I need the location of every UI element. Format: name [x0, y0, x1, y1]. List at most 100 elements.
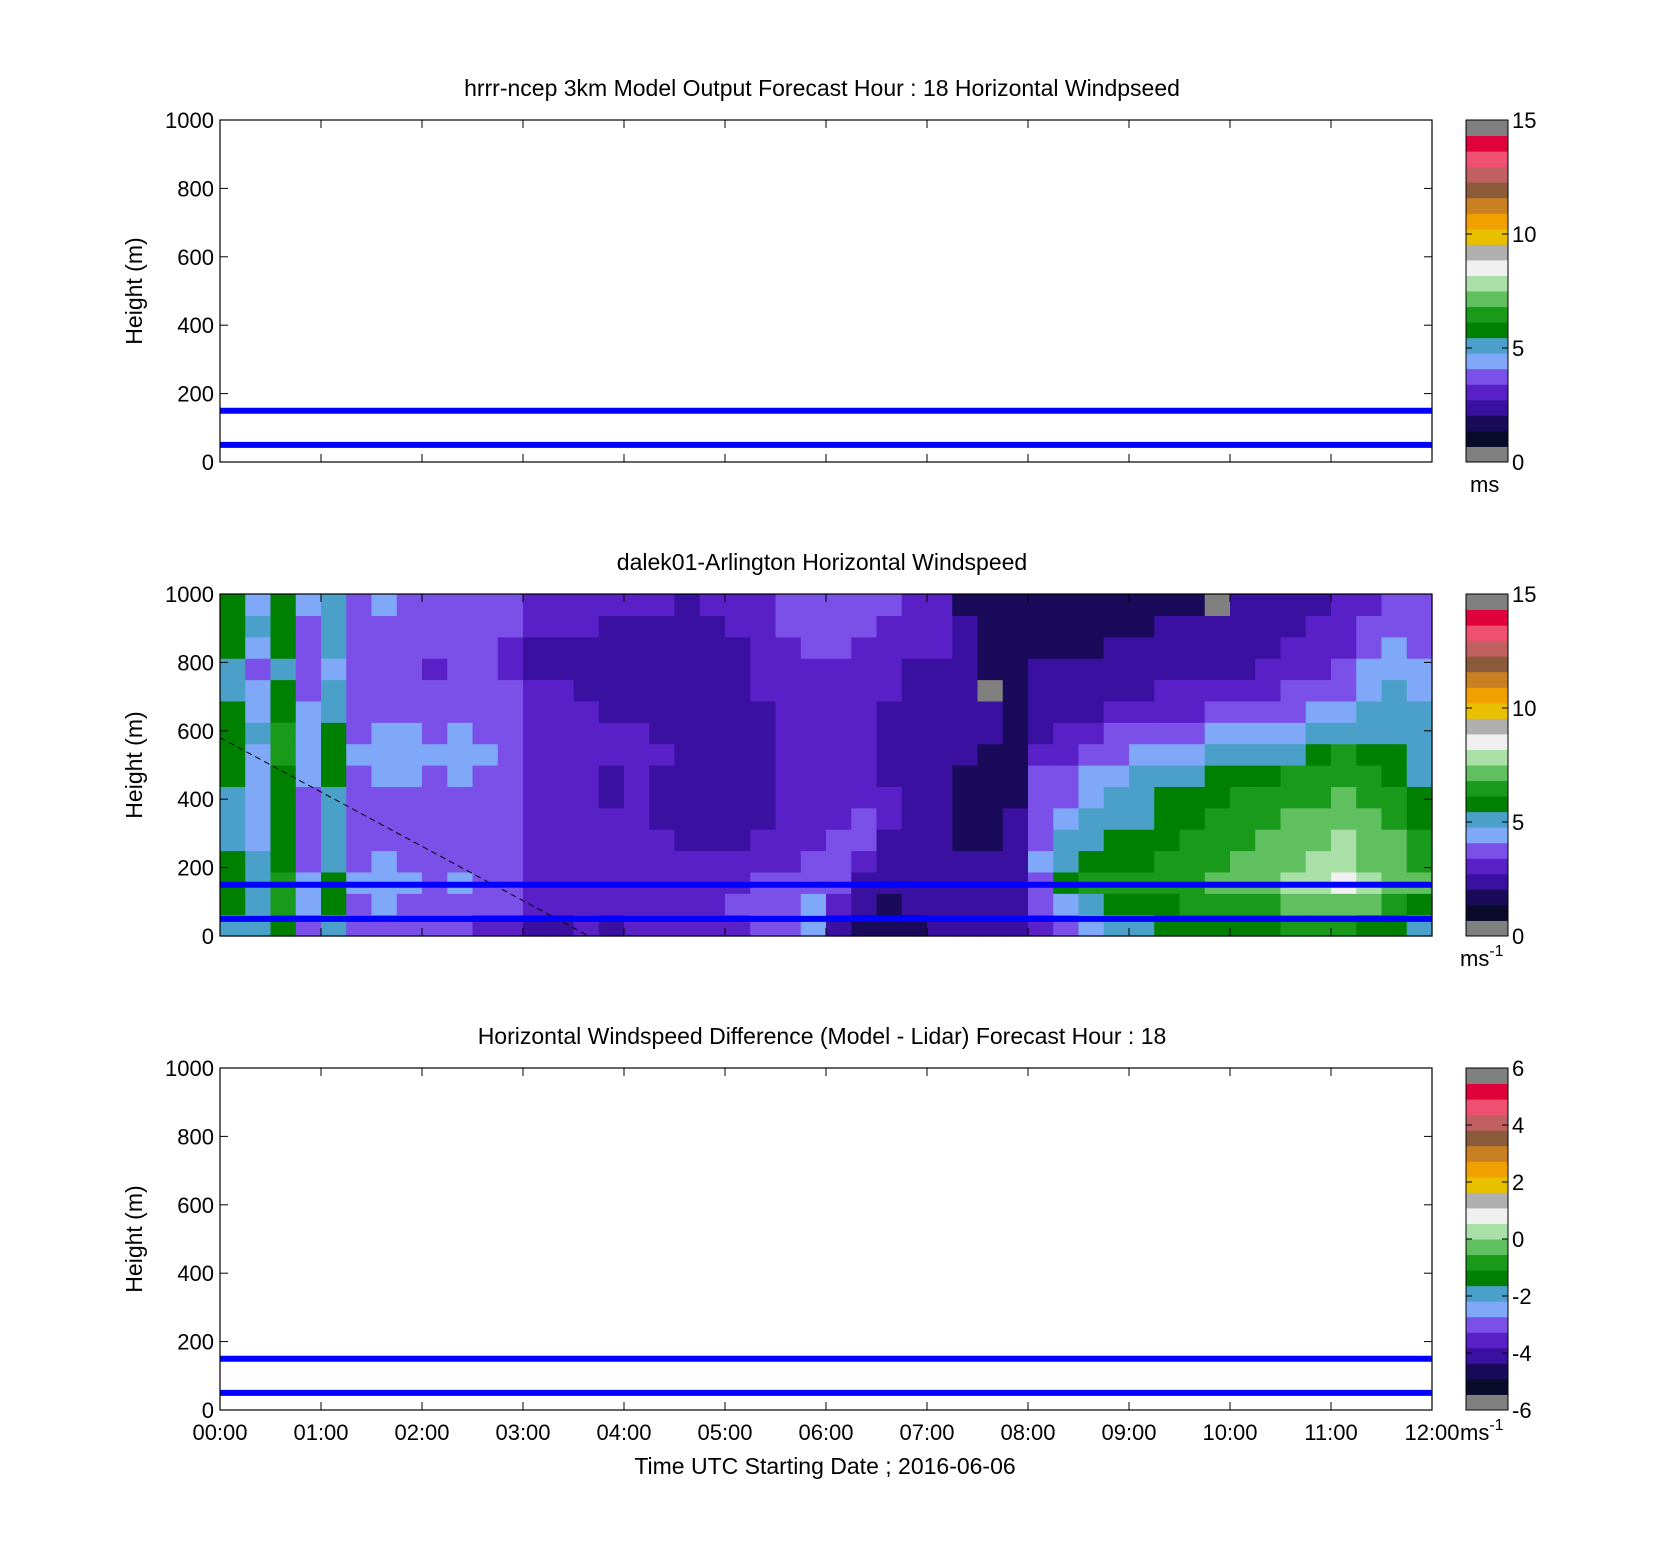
heatmap-cell	[1305, 786, 1332, 809]
heatmap-cell	[472, 658, 499, 681]
panel-model-colorbar-unit: ms	[1470, 472, 1499, 497]
heatmap-cell	[1255, 658, 1282, 681]
heatmap-cell	[220, 743, 246, 766]
heatmap-cell	[927, 807, 953, 830]
colorbar-segment	[1466, 749, 1508, 766]
heatmap-cell	[1204, 765, 1231, 787]
colorbar-frame	[1465, 593, 1509, 937]
heatmap-cell	[1129, 700, 1155, 723]
heatmap-cell	[1078, 679, 1105, 702]
y-tick-label: 1000	[165, 108, 214, 133]
x-tick-label: 10:00	[1202, 1420, 1257, 1445]
heatmap-cell	[1129, 829, 1155, 852]
heatmap-cell	[1129, 765, 1155, 787]
heatmap-cell	[699, 722, 726, 745]
heatmap-cell	[1204, 679, 1231, 702]
heatmap-cell	[1305, 594, 1332, 616]
heatmap-cell	[1406, 786, 1433, 809]
heatmap-cell	[346, 807, 373, 830]
heatmap-cell	[1103, 700, 1130, 723]
heatmap-cell	[270, 594, 297, 616]
heatmap-cell	[674, 615, 701, 638]
heatmap-cell	[346, 765, 373, 787]
colorbar-tick-label: 15	[1512, 582, 1536, 607]
heatmap-cell	[1356, 615, 1383, 638]
panel-lidar-title: dalek01-Arlington Horizontal Windspeed	[617, 549, 1027, 575]
heatmap-cell	[901, 765, 928, 787]
heatmap-cell	[952, 893, 979, 916]
y-tick-label: 200	[177, 382, 214, 407]
heatmap-cell	[1103, 829, 1130, 852]
colorbar-segment	[1466, 182, 1508, 199]
heatmap-cell	[952, 829, 979, 852]
heatmap-cell	[1103, 658, 1130, 681]
heatmap-cell	[1154, 722, 1181, 745]
colorbar-segment	[1466, 889, 1508, 906]
heatmap-cell	[270, 850, 297, 873]
heatmap-cell	[876, 636, 903, 659]
heatmap-cell	[321, 594, 347, 616]
heatmap-cell	[952, 636, 979, 659]
x-tick-label: 12:00	[1404, 1420, 1459, 1445]
heatmap-cell	[674, 786, 701, 809]
heatmap-cell	[674, 636, 701, 659]
colorbar-segment	[1466, 213, 1508, 230]
heatmap-cell	[1053, 636, 1080, 659]
heatmap-cell	[220, 594, 246, 616]
heatmap-cell	[977, 850, 1004, 873]
panel-difference: Horizontal Windspeed Difference (Model -…	[121, 1023, 1532, 1479]
x-tick-label: 06:00	[798, 1420, 853, 1445]
heatmap-cell	[1078, 615, 1105, 638]
heatmap-cell	[1179, 807, 1206, 830]
heatmap-cell	[598, 786, 625, 809]
heatmap-cell	[649, 893, 676, 916]
heatmap-cell	[901, 700, 928, 723]
heatmap-cell	[952, 807, 979, 830]
heatmap-cell	[371, 679, 398, 702]
heatmap-cell	[1179, 765, 1206, 787]
heatmap-cell	[1356, 807, 1383, 830]
heatmap-cell	[649, 743, 676, 766]
heatmap-cell	[977, 786, 1004, 809]
heatmap-cell	[396, 636, 423, 659]
heatmap-cell	[1381, 722, 1408, 745]
colorbar-tick-label: 0	[1512, 1227, 1524, 1252]
heatmap-cell	[422, 807, 448, 830]
heatmap-cell	[952, 765, 979, 787]
heatmap-cell	[573, 743, 600, 766]
heatmap-cell	[396, 700, 423, 723]
heatmap-cell	[346, 743, 373, 766]
heatmap-cell	[1280, 850, 1307, 873]
heatmap-cell	[851, 743, 878, 766]
heatmap-cell	[901, 615, 928, 638]
heatmap-cell	[270, 807, 297, 830]
heatmap-cell	[826, 636, 852, 659]
panel-lidar-ylabel: Height (m)	[121, 711, 147, 818]
heatmap-cell	[422, 679, 448, 702]
colorbar-segment	[1466, 858, 1508, 875]
heatmap-cell	[447, 765, 474, 787]
heatmap-cell	[1230, 615, 1256, 638]
heatmap-cell	[245, 700, 272, 723]
heatmap-cell	[977, 658, 1004, 681]
colorbar-segment	[1466, 1332, 1508, 1349]
heatmap-cell	[497, 594, 524, 616]
heatmap-cell	[270, 743, 297, 766]
heatmap-cell	[295, 829, 322, 852]
heatmap-cell	[1381, 636, 1408, 659]
heatmap-cell	[750, 679, 777, 702]
heatmap-cell	[472, 722, 499, 745]
heatmap-cell	[927, 658, 953, 681]
heatmap-cell	[1230, 807, 1256, 830]
heatmap-cell	[295, 786, 322, 809]
heatmap-cell	[497, 765, 524, 787]
heatmap-cell	[472, 679, 499, 702]
heatmap-cell	[321, 679, 347, 702]
heatmap-cell	[371, 615, 398, 638]
heatmap-cell	[245, 615, 272, 638]
heatmap-cell	[725, 786, 751, 809]
colorbar-tick-label: 0	[1512, 924, 1524, 949]
heatmap-cell	[523, 700, 549, 723]
heatmap-cell	[775, 743, 802, 766]
heatmap-cell	[901, 850, 928, 873]
